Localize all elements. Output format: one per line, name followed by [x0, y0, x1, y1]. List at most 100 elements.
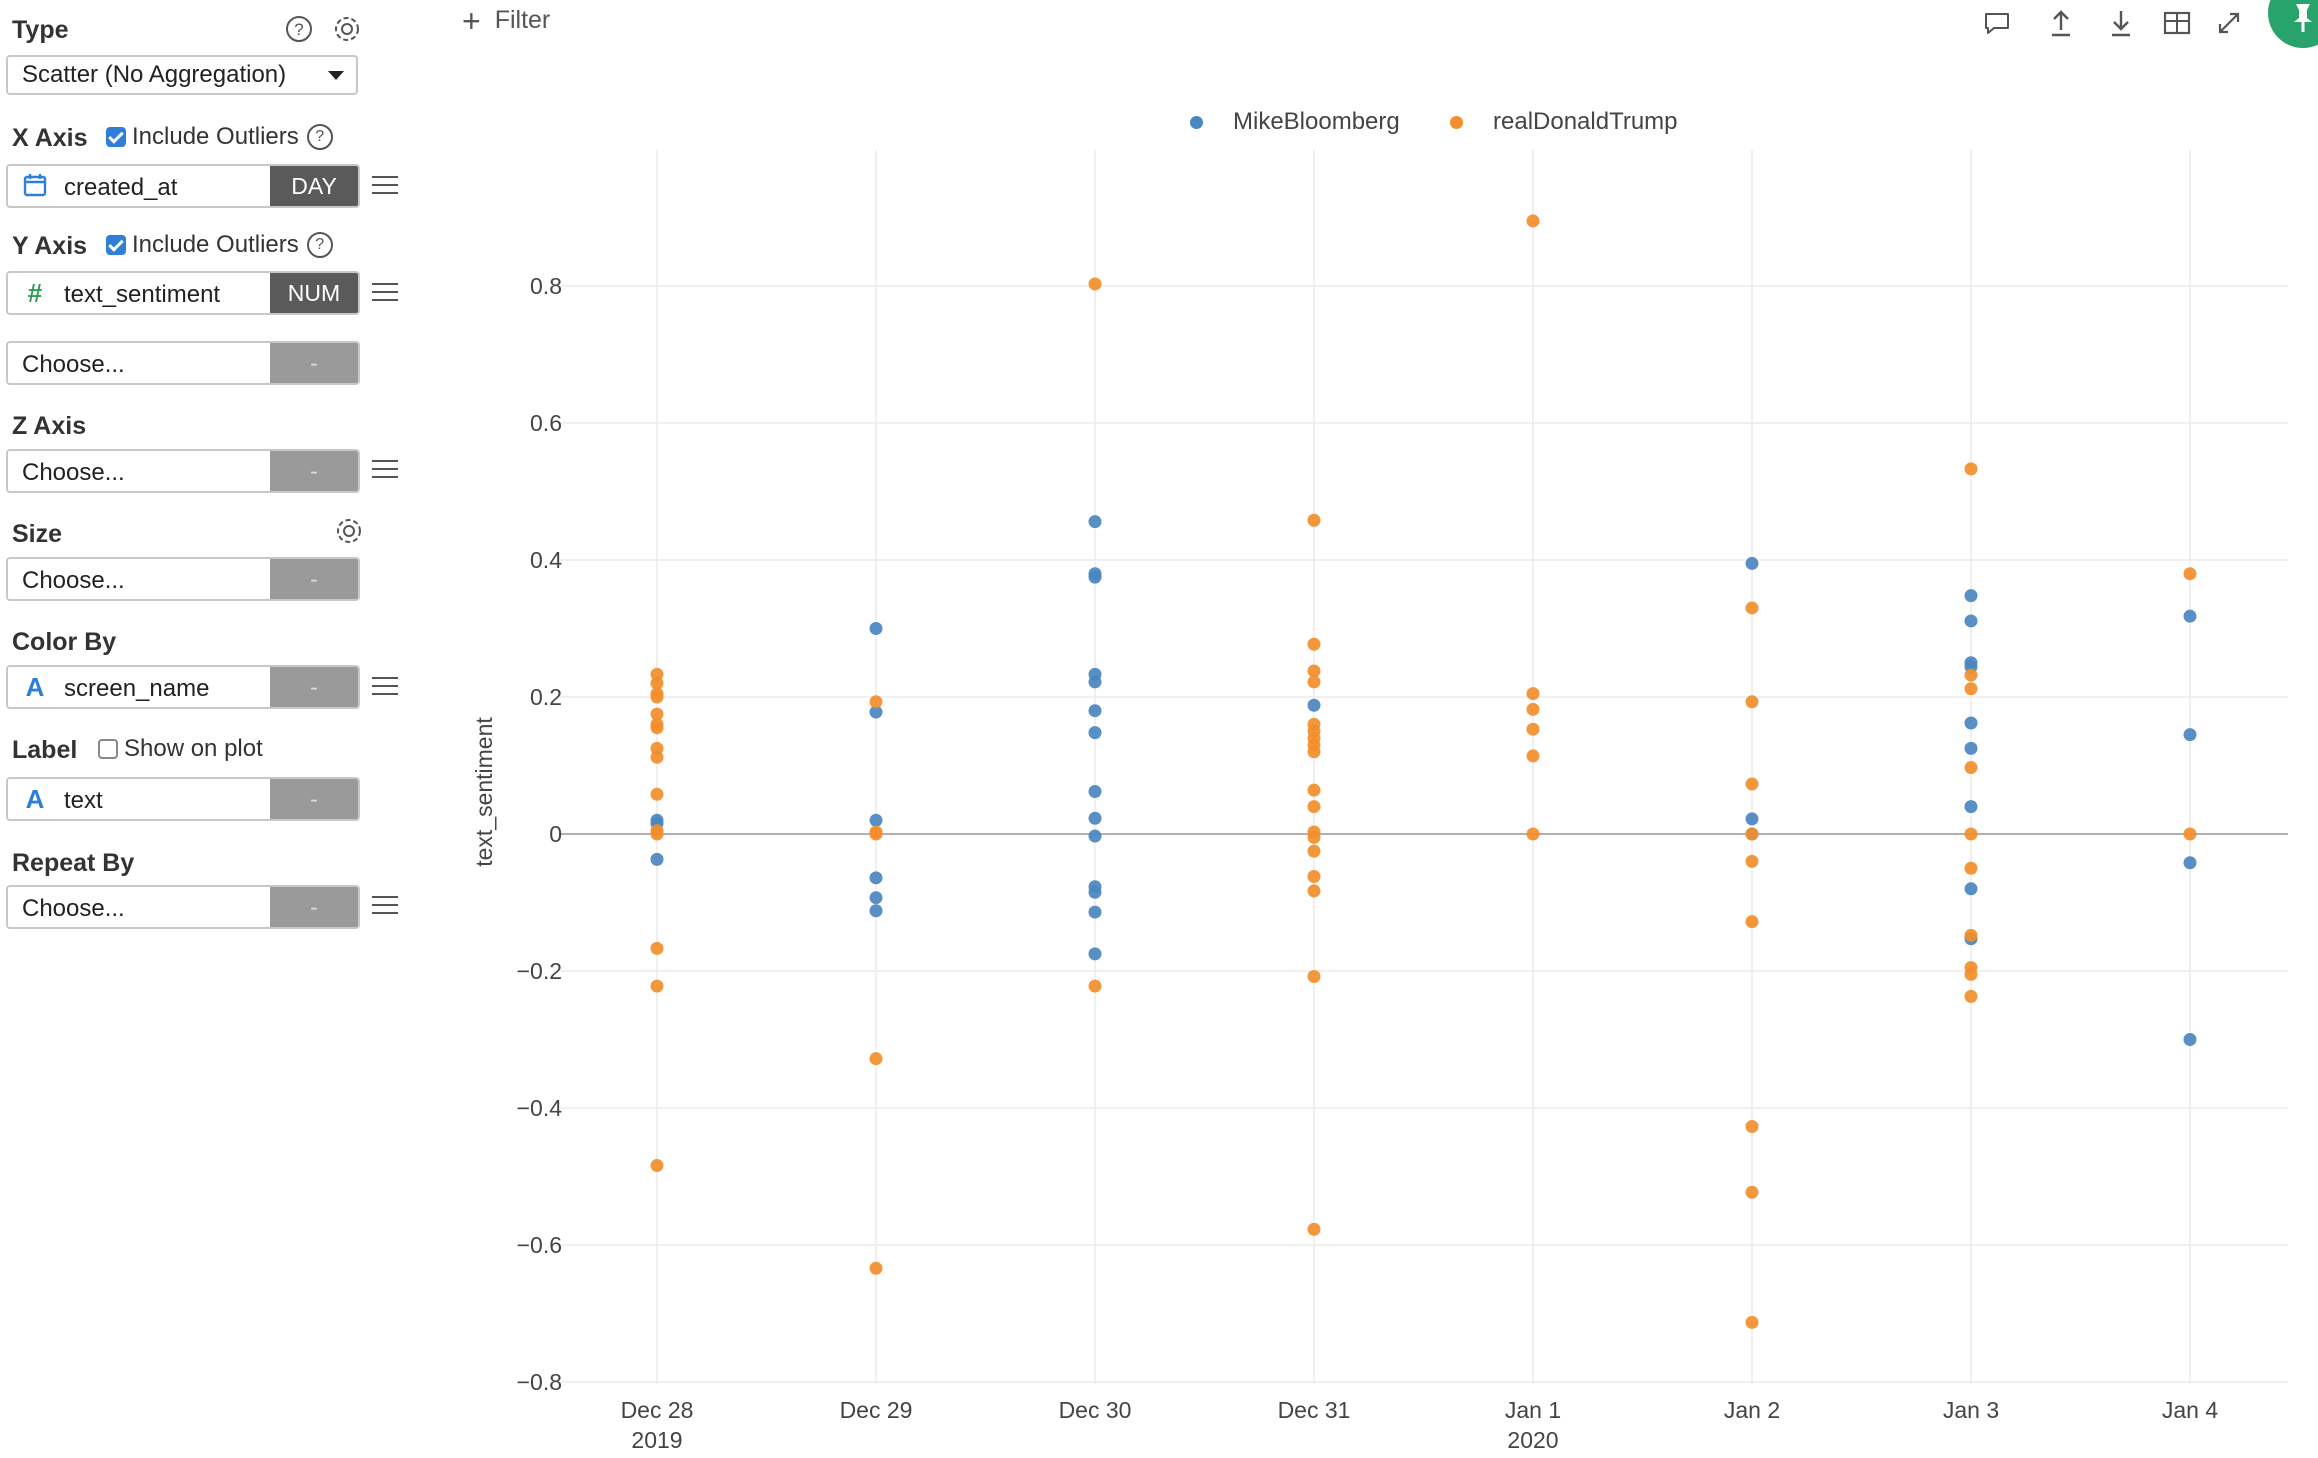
point-realdonaldtrump: [650, 787, 664, 801]
point-realdonaldtrump: [1964, 761, 1978, 775]
point-mikebloomberg: [1088, 570, 1102, 584]
point-realdonaldtrump: [1964, 989, 1978, 1003]
point-mikebloomberg: [1088, 726, 1102, 740]
table-icon[interactable]: [2160, 6, 2194, 40]
menu-icon[interactable]: [372, 283, 398, 303]
xaxis-aggregation-tag[interactable]: DAY: [270, 166, 358, 206]
yaxis2-field-name: Choose...: [22, 351, 125, 378]
point-realdonaldtrump: [1964, 462, 1978, 476]
size-tag[interactable]: -: [270, 559, 358, 599]
size-field[interactable]: Choose... -: [6, 557, 360, 601]
yaxis-aggregation-tag[interactable]: NUM: [270, 273, 358, 313]
x-tick-label: Jan 3: [1943, 1397, 1999, 1423]
yaxis-field[interactable]: # text_sentiment NUM: [6, 271, 360, 315]
point-mikebloomberg: [869, 871, 883, 885]
point-realdonaldtrump: [1745, 601, 1759, 615]
add-filter-button[interactable]: + Filter: [462, 5, 550, 37]
point-realdonaldtrump: [1526, 749, 1540, 763]
point-mikebloomberg: [1088, 905, 1102, 919]
point-realdonaldtrump: [1307, 745, 1321, 759]
point-realdonaldtrump: [1307, 800, 1321, 814]
point-mikebloomberg: [1088, 885, 1102, 899]
point-realdonaldtrump: [650, 941, 664, 955]
point-mikebloomberg: [1088, 704, 1102, 718]
label-tag[interactable]: -: [270, 779, 358, 819]
legend-marker: [1190, 115, 1203, 129]
calendar-icon: [22, 173, 48, 199]
point-realdonaldtrump: [650, 1159, 664, 1173]
menu-icon[interactable]: [372, 677, 398, 697]
download-icon[interactable]: [2104, 6, 2138, 40]
point-mikebloomberg: [2183, 1033, 2197, 1046]
chart-legend: MikeBloomberg realDonaldTrump: [0, 108, 2318, 138]
upload-icon[interactable]: [2044, 6, 2078, 40]
color-by-tag[interactable]: -: [270, 667, 358, 707]
menu-icon[interactable]: [372, 460, 398, 480]
chart-type-select[interactable]: Scatter (No Aggregation): [6, 55, 358, 95]
y-tick-label: 0.6: [530, 410, 562, 436]
yaxis2-field[interactable]: Choose... -: [6, 341, 360, 385]
label-show-on-plot-checkbox[interactable]: Show on plot: [98, 735, 263, 763]
point-mikebloomberg: [2183, 609, 2197, 623]
help-icon[interactable]: ?: [284, 14, 314, 49]
x-tick-label: Dec 28: [621, 1397, 694, 1423]
help-icon[interactable]: ?: [306, 232, 333, 258]
xaxis-field-name: created_at: [64, 174, 178, 201]
label-field[interactable]: A text -: [6, 777, 360, 821]
zaxis-label: Z Axis: [12, 412, 87, 440]
point-realdonaldtrump: [1745, 1315, 1759, 1329]
xaxis-field[interactable]: created_at DAY: [6, 164, 360, 208]
yaxis2-tag[interactable]: -: [270, 343, 358, 383]
point-mikebloomberg: [1088, 829, 1102, 843]
xaxis-label: X Axis: [12, 124, 88, 152]
gear-icon[interactable]: [332, 14, 362, 49]
point-realdonaldtrump: [1307, 969, 1321, 983]
menu-icon[interactable]: [372, 896, 398, 916]
repeat-by-field-name: Choose...: [22, 895, 125, 922]
checkbox-unchecked-icon[interactable]: [98, 739, 118, 759]
pin-button[interactable]: [2268, 0, 2318, 48]
menu-icon[interactable]: [372, 176, 398, 196]
point-realdonaldtrump: [650, 750, 664, 764]
repeat-by-field[interactable]: Choose... -: [6, 885, 360, 929]
point-realdonaldtrump: [1088, 277, 1102, 291]
zaxis-tag[interactable]: -: [270, 451, 358, 491]
point-mikebloomberg: [869, 904, 883, 918]
gear-icon[interactable]: [334, 516, 364, 551]
point-mikebloomberg: [2183, 728, 2197, 742]
point-realdonaldtrump: [1964, 682, 1978, 696]
point-realdonaldtrump: [650, 827, 664, 841]
y-tick-label: 0.8: [530, 273, 562, 299]
label-field-name: text: [64, 787, 103, 814]
point-mikebloomberg: [1964, 589, 1978, 603]
checkbox-checked-icon[interactable]: [106, 235, 126, 255]
size-label: Size: [12, 520, 63, 548]
comment-icon[interactable]: [1980, 6, 2014, 40]
point-mikebloomberg: [1745, 556, 1759, 570]
point-realdonaldtrump: [1088, 979, 1102, 993]
yaxis-include-outliers-label: Include Outliers: [132, 231, 299, 258]
x-tick-year-label: 2020: [1507, 1427, 1558, 1453]
point-mikebloomberg: [650, 852, 664, 866]
legend-label: realDonaldTrump: [1493, 108, 1678, 135]
checkbox-checked-icon[interactable]: [106, 127, 126, 147]
point-realdonaldtrump: [1307, 513, 1321, 527]
point-realdonaldtrump: [650, 690, 664, 704]
zaxis-field[interactable]: Choose... -: [6, 449, 360, 493]
point-mikebloomberg: [1964, 741, 1978, 755]
point-realdonaldtrump: [869, 1261, 883, 1275]
legend-item[interactable]: realDonaldTrump: [1450, 108, 1678, 136]
xaxis-include-outliers-checkbox[interactable]: Include Outliers ?: [106, 123, 333, 151]
point-realdonaldtrump: [1745, 827, 1759, 841]
point-mikebloomberg: [1964, 614, 1978, 628]
yaxis-include-outliers-checkbox[interactable]: Include Outliers ?: [106, 231, 333, 259]
help-icon[interactable]: ?: [306, 124, 333, 150]
legend-item[interactable]: MikeBloomberg: [1190, 108, 1400, 136]
point-mikebloomberg: [869, 622, 883, 635]
point-mikebloomberg: [1088, 947, 1102, 961]
repeat-by-tag[interactable]: -: [270, 887, 358, 927]
expand-icon[interactable]: [2212, 6, 2246, 40]
text-type-icon: A: [25, 784, 45, 814]
point-mikebloomberg: [869, 813, 883, 827]
color-by-field[interactable]: A screen_name -: [6, 665, 360, 709]
